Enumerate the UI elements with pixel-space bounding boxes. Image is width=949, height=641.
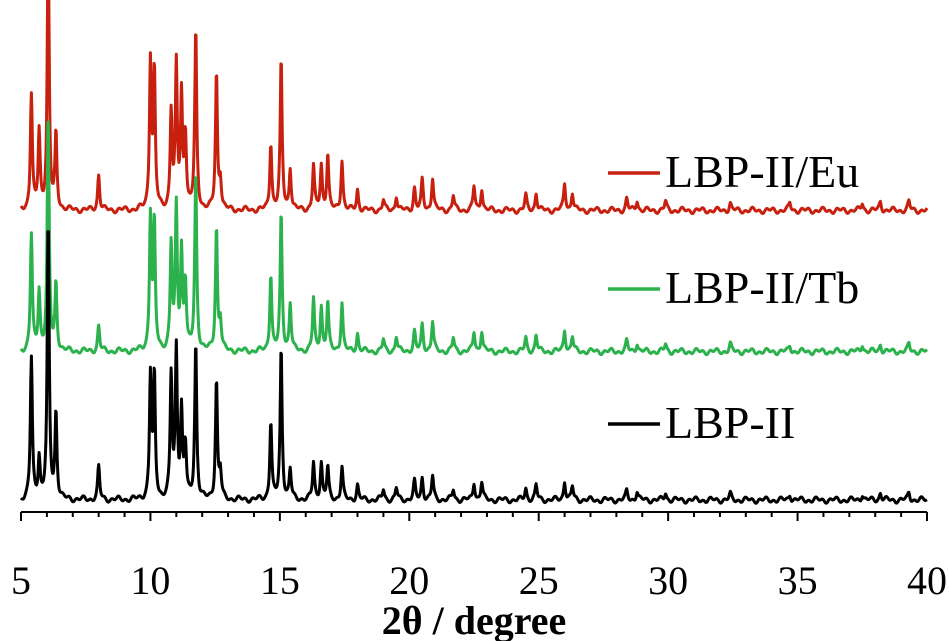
legend-label-1: LBP-II/Eu [665, 146, 859, 197]
x-tick-label: 20 [389, 558, 429, 603]
legend-label-3: LBP-II [665, 397, 795, 448]
series-line-2 [19, 120, 929, 357]
x-tick-label: 30 [648, 558, 688, 603]
legend-label-2: LBP-II/Tb [665, 262, 859, 313]
series-line-3 [19, 230, 928, 505]
series-line-1 [19, 0, 929, 216]
x-axis-title: 2θ / degree [382, 598, 567, 641]
x-tick-label: 15 [260, 558, 300, 603]
x-tick-label: 10 [130, 558, 170, 603]
x-tick-label: 40 [907, 558, 947, 603]
x-axis-ticks: 5 10 15 20 25 30 35 40 [11, 512, 947, 603]
series-layer [19, 0, 929, 505]
x-tick-label: 35 [778, 558, 818, 603]
x-tick-label: 5 [11, 558, 31, 603]
x-tick-label: 25 [519, 558, 559, 603]
legend: LBP-II/Eu LBP-II/Tb LBP-II [608, 146, 859, 448]
